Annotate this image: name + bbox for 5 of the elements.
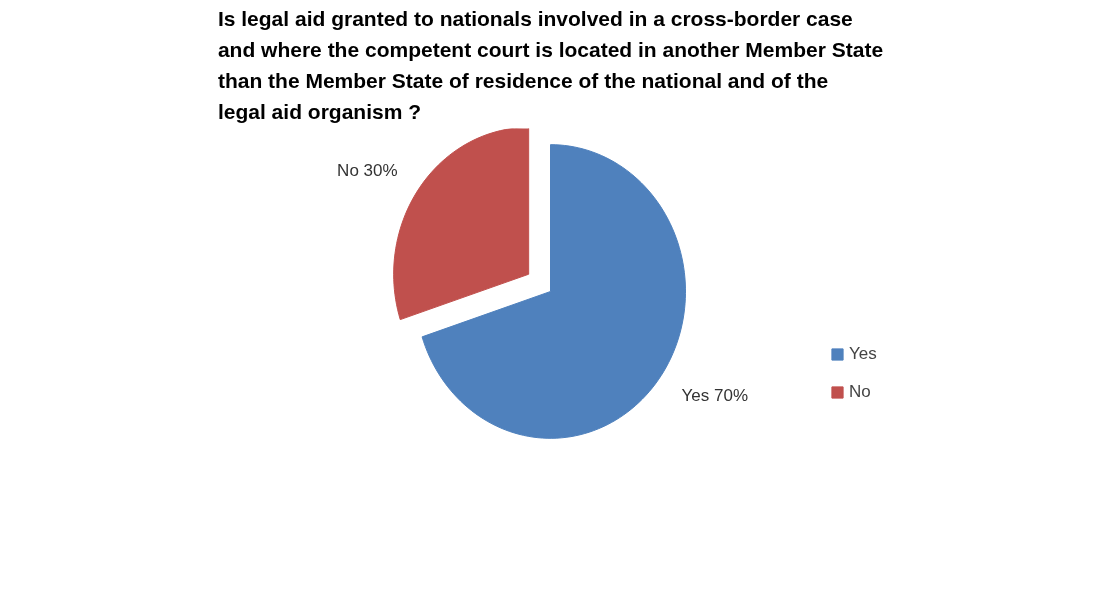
data-label: No 30% [337,161,398,181]
legend-label: No [849,382,871,402]
legend-label: Yes [849,344,877,364]
chart-title: Is legal aid granted to nationals involved in a cross-border case and where the competent court is located in another Member State than the Member State of residence of the national and of the legal aid organism ? [217,7,884,124]
data-label: Yes 70% [681,385,749,405]
